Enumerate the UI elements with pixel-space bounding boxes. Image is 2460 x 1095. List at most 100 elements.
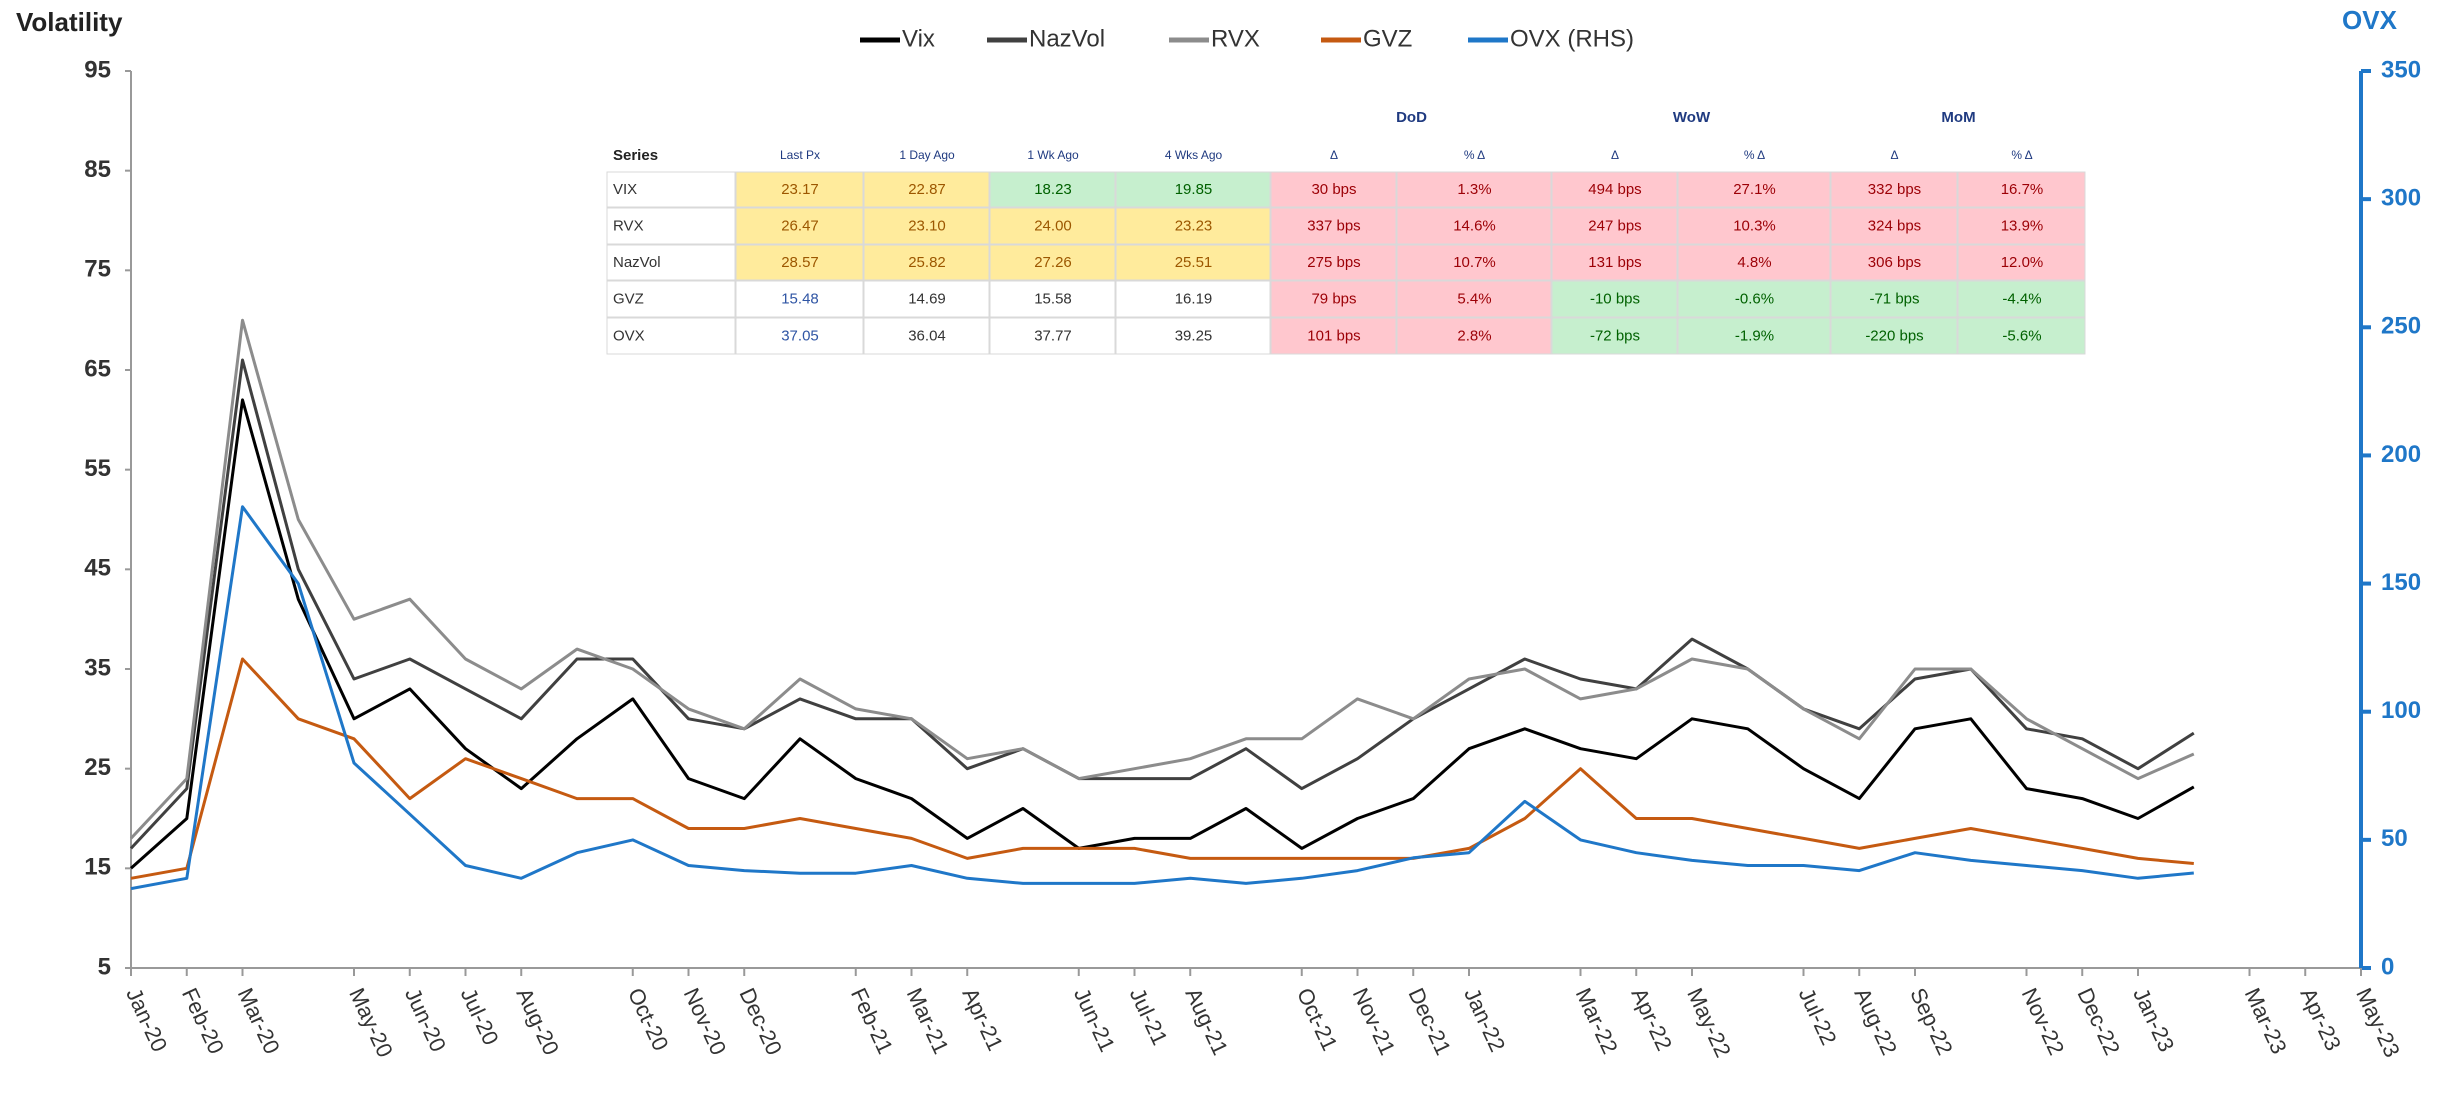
- table-cell: [1270, 207, 1397, 245]
- y2-tick-label: 100: [2381, 697, 2421, 724]
- table-header: Δ: [1330, 148, 1338, 162]
- table-cell: [735, 207, 864, 245]
- y-tick-label: 85: [84, 156, 111, 183]
- table-cell: [1677, 207, 1831, 245]
- table-cell: [1115, 280, 1271, 318]
- table-text: 10.7%: [1453, 254, 1496, 271]
- table-text: 28.57: [781, 254, 819, 271]
- table-cell: [1830, 280, 1958, 318]
- table-cell: [606, 171, 736, 208]
- x-tick-label: May-20: [344, 984, 398, 1061]
- x-tick-label: Mar-21: [902, 984, 954, 1058]
- legend-label: OVX (RHS): [1510, 25, 1634, 52]
- table-text: 39.25: [1175, 327, 1213, 344]
- y2-axis-title: OVX: [2342, 5, 2398, 35]
- table-text: 23.17: [781, 181, 819, 198]
- table-text: -220 bps: [1865, 327, 1923, 344]
- y-axis-title: Volatility: [16, 7, 123, 37]
- table-text: VIX: [613, 181, 637, 198]
- series-line: [130, 505, 2194, 891]
- table-cell: [989, 280, 1116, 318]
- table-text: 5.4%: [1457, 290, 1491, 307]
- table-group: DoD: [1396, 109, 1427, 126]
- table-cell: [863, 207, 990, 245]
- table-text: 22.87: [908, 181, 946, 198]
- table-cell: [1677, 317, 1831, 355]
- table-cell: [1830, 317, 1958, 355]
- legend-label: NazVol: [1029, 25, 1105, 52]
- table-text: 18.23: [1034, 181, 1072, 198]
- table-group: MoM: [1941, 109, 1975, 126]
- table-cell: [1677, 244, 1831, 281]
- table-text: 30 bps: [1311, 181, 1356, 198]
- x-tick-label: Aug-21: [1180, 984, 1233, 1059]
- table-cell: [1115, 317, 1271, 355]
- x-tick-label: Sep-22: [1905, 984, 1958, 1059]
- table-cell: [1270, 244, 1397, 281]
- x-tick-label: Jul-22: [1794, 984, 1842, 1049]
- y-tick-label: 35: [84, 654, 111, 681]
- x-tick-label: May-22: [1682, 984, 1736, 1061]
- table-header: Last Px: [780, 148, 820, 162]
- table-text: 4.8%: [1737, 254, 1771, 271]
- table-header: 1 Wk Ago: [1027, 148, 1079, 162]
- table-header: Δ: [1890, 148, 1898, 162]
- legend-label: GVZ: [1363, 25, 1412, 52]
- y-tick-label: 75: [84, 256, 111, 283]
- table-cell: [735, 171, 864, 208]
- table-cell: [1830, 244, 1958, 281]
- table-cell: [1115, 244, 1271, 281]
- y2-tick-label: 250: [2381, 313, 2421, 340]
- table-text: 337 bps: [1307, 217, 1360, 234]
- table-text: 13.9%: [2001, 217, 2044, 234]
- table-text: OVX: [613, 327, 645, 344]
- table-cell: [863, 171, 990, 208]
- table-cell: [1270, 171, 1397, 208]
- x-tick-label: May-23: [2351, 984, 2405, 1061]
- x-tick-label: Feb-20: [177, 984, 229, 1058]
- table-text: -71 bps: [1869, 290, 1919, 307]
- table-text: RVX: [613, 217, 644, 234]
- table-text: -10 bps: [1590, 290, 1640, 307]
- x-tick-label: Apr-21: [957, 984, 1008, 1054]
- x-tick-label: Jun-20: [400, 984, 451, 1056]
- table-cell: [1677, 280, 1831, 318]
- table-text: 131 bps: [1588, 254, 1641, 271]
- x-tick-label: Jul-21: [1125, 984, 1173, 1049]
- table-cell: [863, 317, 990, 355]
- table-text: 26.47: [781, 217, 819, 234]
- table-cell: [1551, 317, 1678, 355]
- series-line: [129, 358, 2195, 850]
- x-tick-label: Feb-21: [846, 984, 898, 1058]
- legend-label: RVX: [1211, 25, 1260, 52]
- table-text: 494 bps: [1588, 181, 1641, 198]
- table-text: 24.00: [1034, 217, 1072, 234]
- table-text: -0.6%: [1735, 290, 1774, 307]
- table-text: 25.82: [908, 254, 946, 271]
- table-text: 19.85: [1175, 181, 1213, 198]
- series-line: [129, 318, 2195, 840]
- table-text: 36.04: [908, 327, 946, 344]
- table-cell: [989, 207, 1116, 245]
- table-text: -72 bps: [1590, 327, 1640, 344]
- table-text: 14.6%: [1453, 217, 1496, 234]
- table-text: 1.3%: [1457, 181, 1491, 198]
- table-cell: [1830, 207, 1958, 245]
- table-cell: [735, 244, 864, 281]
- x-tick-label: Nov-20: [679, 984, 732, 1059]
- table-text: 27.26: [1034, 254, 1072, 271]
- y-tick-label: 5: [98, 953, 111, 980]
- y2-tick-label: 50: [2381, 825, 2408, 852]
- table-text: -1.9%: [1735, 327, 1774, 344]
- table-text: 15.58: [1034, 290, 1072, 307]
- table-cell: [606, 207, 736, 245]
- x-tick-label: Jan-22: [1459, 984, 1510, 1056]
- table-cell: [1551, 244, 1678, 281]
- table-cell: [989, 171, 1116, 208]
- table-text: 23.23: [1175, 217, 1213, 234]
- table-text: NazVol: [613, 254, 661, 271]
- x-tick-label: Dec-21: [1403, 984, 1456, 1059]
- table-cell: [606, 244, 736, 281]
- y-tick-label: 65: [84, 355, 111, 382]
- table-cell: [989, 244, 1116, 281]
